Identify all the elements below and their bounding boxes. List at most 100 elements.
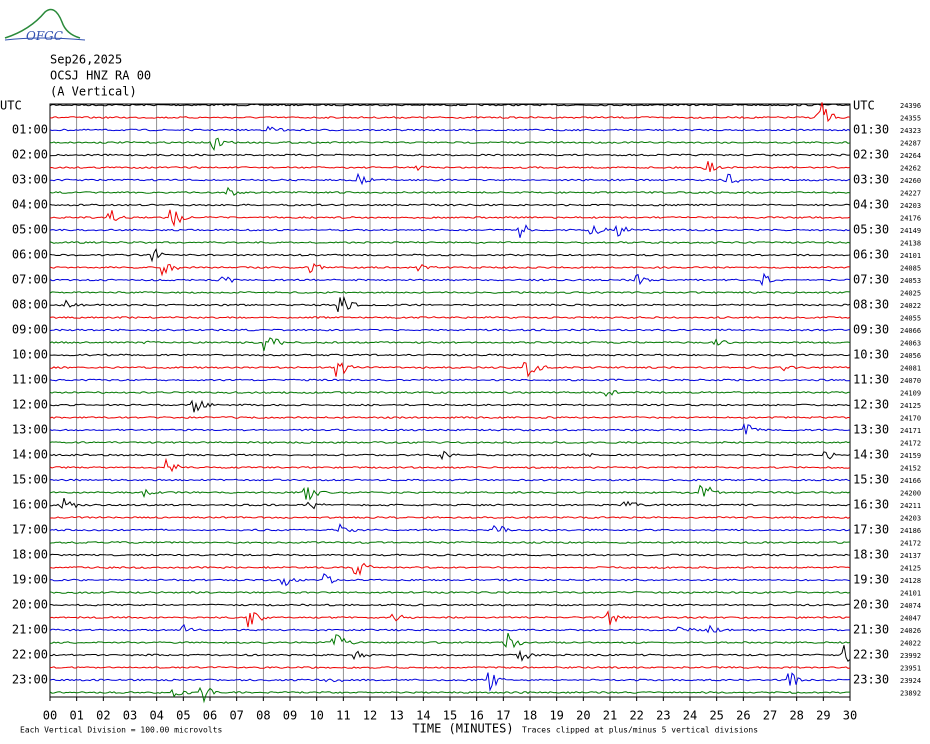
- left-label: 15:00: [12, 473, 48, 487]
- left-label: 22:00: [12, 648, 48, 662]
- trace: [49, 137, 851, 152]
- right-label: 09:30: [853, 323, 889, 337]
- right-value: 24125: [900, 565, 921, 573]
- footer-right: Traces clipped at plus/minus 5 vertical …: [522, 726, 758, 735]
- x-tick-label: 17: [496, 709, 510, 723]
- trace: [49, 186, 851, 196]
- right-value: 24159: [900, 452, 921, 460]
- right-value: 24186: [900, 527, 921, 535]
- right-label: 04:30: [853, 198, 889, 212]
- x-axis-label: TIME (MINUTES): [412, 722, 513, 736]
- trace: [49, 516, 851, 519]
- trace: [49, 610, 851, 628]
- right-label: 03:30: [853, 173, 889, 187]
- trace: [49, 295, 851, 313]
- trace: [49, 416, 851, 419]
- right-value: 24101: [900, 590, 921, 598]
- right-value: 23951: [900, 665, 921, 673]
- right-value: 24025: [900, 290, 921, 298]
- right-value: 24170: [900, 415, 921, 423]
- logo: OFGC: [4, 8, 86, 43]
- x-tick-label: 05: [176, 709, 190, 723]
- x-tick-label: 30: [843, 709, 857, 723]
- left-label: 08:00: [12, 298, 48, 312]
- x-tick-label: 01: [69, 709, 83, 723]
- trace: [50, 632, 851, 649]
- trace: [49, 390, 851, 397]
- right-value: 24172: [900, 540, 921, 548]
- x-tick-label: 14: [416, 709, 430, 723]
- x-tick-label: 04: [149, 709, 163, 723]
- trace: [49, 337, 851, 351]
- right-value: 24026: [900, 627, 921, 635]
- left-label: 09:00: [12, 323, 48, 337]
- trace: [49, 541, 851, 544]
- trace: [49, 457, 851, 473]
- left-label: UTC: [0, 99, 22, 113]
- right-label: 06:30: [853, 248, 889, 262]
- right-label: 05:30: [853, 223, 889, 237]
- right-value: 24264: [900, 152, 921, 160]
- x-tick-label: 03: [123, 709, 137, 723]
- x-tick-label: 09: [283, 709, 297, 723]
- right-value: 24200: [900, 490, 921, 498]
- right-value: 24323: [900, 127, 921, 135]
- trace: [49, 645, 851, 663]
- x-tick-label: 18: [523, 709, 537, 723]
- right-value: 24260: [900, 177, 921, 185]
- trace: [49, 623, 850, 634]
- x-tick-label: 16: [469, 709, 483, 723]
- right-value: 24070: [900, 377, 921, 385]
- right-value: 24056: [900, 352, 921, 360]
- right-label: 19:30: [853, 573, 889, 587]
- trace: [49, 441, 851, 444]
- trace: [49, 399, 851, 413]
- right-value: 24125: [900, 402, 921, 410]
- left-label: 19:00: [12, 573, 48, 587]
- footer-left: Each Vertical Division = 100.00 microvol…: [20, 726, 222, 735]
- trace: [49, 450, 851, 461]
- left-label: 12:00: [12, 398, 48, 412]
- right-value: 24128: [900, 577, 921, 585]
- trace: [49, 686, 850, 704]
- right-value: 24287: [900, 140, 921, 148]
- right-label: 11:30: [853, 373, 889, 387]
- x-tick-label: 15: [443, 709, 457, 723]
- x-tick-label: 13: [389, 709, 403, 723]
- right-value: 24085: [900, 265, 921, 273]
- right-label: UTC: [853, 99, 875, 113]
- x-tick-label: 27: [763, 709, 777, 723]
- right-value: 23924: [900, 677, 921, 685]
- right-value: 24211: [900, 502, 921, 510]
- left-label: 17:00: [12, 523, 48, 537]
- right-value: 24081: [900, 365, 921, 373]
- right-value: 24203: [900, 515, 921, 523]
- right-label: 18:30: [853, 548, 889, 562]
- right-label: 10:30: [853, 348, 889, 362]
- right-value: 24166: [900, 477, 921, 485]
- trace: [49, 378, 851, 382]
- trace: [49, 103, 851, 107]
- trace: [49, 484, 851, 501]
- right-value: 24262: [900, 165, 921, 173]
- right-label: 20:30: [853, 598, 889, 612]
- right-value: 24171: [900, 427, 921, 435]
- date: Sep26,2025: [50, 53, 122, 67]
- right-value: 23892: [900, 690, 921, 698]
- right-value: 24022: [900, 302, 921, 310]
- x-tick-label: 07: [229, 709, 243, 723]
- right-value: 24149: [900, 227, 921, 235]
- right-value: 24355: [900, 115, 921, 123]
- x-tick-label: 10: [309, 709, 323, 723]
- trace: [50, 172, 851, 186]
- x-tick-label: 08: [256, 709, 270, 723]
- trace: [49, 562, 851, 577]
- right-value: 24053: [900, 277, 921, 285]
- x-tick-label: 02: [96, 709, 110, 723]
- component: (A Vertical): [50, 85, 137, 99]
- trace: [49, 553, 851, 557]
- right-value: 24047: [900, 615, 921, 623]
- trace: [49, 161, 851, 173]
